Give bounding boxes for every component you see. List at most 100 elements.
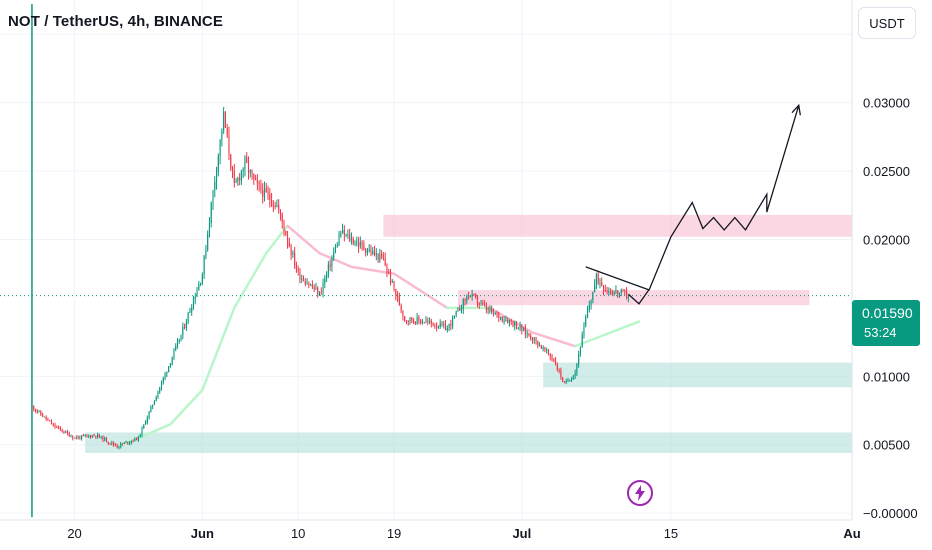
- candle-body: [109, 442, 111, 444]
- candle-body: [262, 190, 264, 197]
- x-tick-label: Jun: [191, 526, 214, 541]
- candle-body: [402, 310, 404, 317]
- candle-body: [207, 233, 209, 250]
- candle-body: [395, 289, 397, 296]
- candle-body: [184, 326, 186, 328]
- candle-body: [560, 370, 562, 378]
- candle-body: [382, 257, 384, 259]
- candle-body: [281, 213, 283, 223]
- candle-body: [148, 411, 150, 418]
- candle-body: [576, 364, 578, 373]
- y-tick-label: 0.02500: [863, 164, 910, 179]
- candle-body: [221, 130, 223, 140]
- candle-body: [567, 380, 569, 382]
- candle-body: [377, 253, 379, 261]
- candle-body: [318, 291, 321, 295]
- candle-body: [604, 289, 606, 291]
- candle-body: [324, 277, 326, 284]
- support-zone: [85, 432, 852, 453]
- candle-body: [130, 440, 132, 443]
- candle-body: [40, 411, 42, 415]
- candle-body: [439, 323, 441, 328]
- candle-body: [203, 256, 205, 275]
- x-tick-label: 15: [664, 526, 678, 541]
- candle-body: [336, 245, 338, 247]
- candle-body: [196, 290, 198, 298]
- candle-body: [464, 299, 466, 302]
- candle-body: [352, 238, 354, 244]
- candle-body: [326, 272, 328, 278]
- candle-body: [443, 324, 445, 326]
- candle-body: [345, 234, 347, 236]
- candle-body: [84, 435, 86, 437]
- candle-body: [588, 305, 590, 311]
- candle-body: [155, 397, 157, 402]
- candle-body: [441, 323, 443, 326]
- candle-body: [436, 326, 438, 328]
- candle-body: [192, 299, 195, 309]
- candle-body: [553, 359, 555, 361]
- candle-body: [494, 313, 496, 315]
- candle-body: [624, 290, 626, 292]
- candle-body: [302, 278, 305, 282]
- candle-body: [164, 373, 166, 378]
- candle-body: [329, 264, 331, 267]
- candle-body: [299, 270, 301, 280]
- candle-body: [107, 441, 109, 443]
- candle-body: [82, 435, 84, 437]
- candle-body: [127, 441, 129, 444]
- candle-body: [508, 320, 510, 324]
- candle-body: [50, 421, 53, 425]
- candle-body: [334, 246, 337, 253]
- candle-body: [620, 290, 622, 293]
- candle-body: [333, 252, 335, 258]
- current-price-badge: 0.01590 53:24: [852, 300, 920, 346]
- candle-body: [526, 333, 528, 335]
- candle-body: [244, 157, 246, 169]
- candle-body: [523, 328, 525, 331]
- candle-body: [144, 422, 147, 425]
- candle-body: [547, 349, 550, 355]
- candle-body: [613, 292, 615, 295]
- candle-body: [524, 328, 526, 335]
- candle-body: [601, 282, 603, 287]
- candle-body: [489, 308, 491, 312]
- candle-body: [570, 378, 573, 381]
- candle-body: [240, 170, 242, 181]
- candle-body: [512, 321, 514, 326]
- candle-body: [233, 171, 235, 183]
- candle-body: [70, 436, 72, 438]
- candle-body: [230, 154, 232, 169]
- candle-body: [160, 381, 163, 388]
- candle-body: [606, 290, 608, 293]
- candle-body: [450, 324, 452, 326]
- x-tick-label: 10: [291, 526, 305, 541]
- candle-body: [43, 416, 45, 418]
- moving-average-segment: [201, 306, 236, 392]
- candle-body: [595, 273, 597, 285]
- candle-body: [52, 424, 54, 426]
- candle-body: [444, 324, 447, 331]
- candle-body: [136, 437, 138, 441]
- candle-body: [224, 111, 226, 128]
- chart-title: NOT / TetherUS, 4h, BINANCE: [8, 13, 223, 30]
- candle-body: [428, 320, 431, 322]
- candle-body: [228, 135, 230, 155]
- candle-body: [308, 283, 310, 286]
- candle-body: [185, 322, 187, 328]
- candle-body: [49, 420, 51, 422]
- candle-body: [510, 320, 512, 322]
- candle-body: [539, 345, 541, 347]
- candle-body: [407, 321, 409, 323]
- candle-body: [251, 170, 253, 174]
- candle-body: [320, 291, 322, 293]
- currency-button[interactable]: USDT: [858, 7, 916, 39]
- candle-body: [531, 339, 534, 341]
- candle-body: [132, 440, 134, 442]
- candle-body: [231, 168, 234, 172]
- candle-body: [66, 431, 69, 434]
- lightning-bolt-icon[interactable]: [627, 480, 653, 506]
- candle-body: [365, 249, 367, 253]
- resistance-zone: [457, 290, 810, 306]
